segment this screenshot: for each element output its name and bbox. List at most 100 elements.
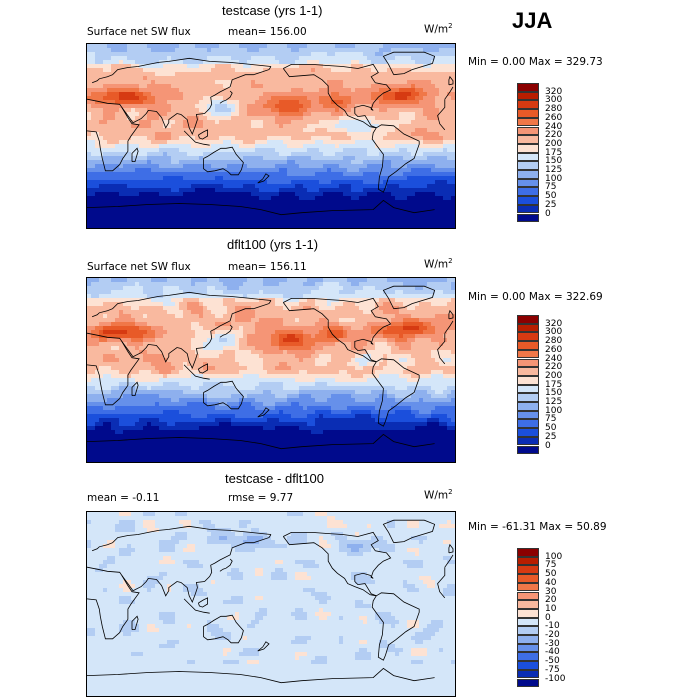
field-cell (187, 88, 192, 93)
field-cell (247, 52, 252, 57)
field-cell (139, 120, 144, 125)
field-cell (407, 160, 412, 165)
field-cell (423, 160, 428, 165)
field-cell (323, 120, 328, 125)
field-cell (359, 286, 364, 291)
field-cell (403, 188, 408, 193)
field-cell (311, 220, 316, 225)
field-cell (183, 152, 188, 157)
field-cell (415, 144, 420, 149)
field-cell (259, 76, 264, 81)
field-cell (275, 278, 280, 283)
field-cell (179, 128, 184, 133)
field-cell (411, 156, 416, 161)
field-cell (147, 52, 152, 57)
field-cell (355, 96, 360, 101)
field-cell (167, 168, 172, 173)
field-cell (103, 44, 108, 49)
field-cell (99, 116, 104, 121)
field-cell (379, 84, 384, 89)
field-cell (435, 216, 440, 221)
field-cell (87, 48, 92, 53)
field-cell (323, 196, 328, 201)
field-cell (375, 64, 380, 69)
field-cell (331, 48, 336, 53)
field-cell (131, 80, 136, 85)
field-cell (347, 148, 352, 153)
field-cell (191, 52, 196, 57)
field-cell (331, 212, 336, 217)
field-cell (155, 128, 160, 133)
field-cell (351, 212, 356, 217)
field-cell (367, 184, 372, 189)
field-cell (175, 302, 180, 307)
field-cell (227, 282, 232, 287)
field-cell (423, 180, 428, 185)
field-cell (247, 128, 252, 133)
field-cell (331, 156, 336, 161)
field-cell (191, 120, 196, 125)
field-cell (271, 116, 276, 121)
field-cell (135, 180, 140, 185)
field-cell (207, 192, 212, 197)
field-cell (371, 88, 376, 93)
field-cell (411, 216, 416, 221)
field-cell (387, 224, 392, 228)
field-cell (179, 306, 184, 311)
field-cell (423, 144, 428, 149)
field-cell (343, 200, 348, 205)
field-cell (175, 164, 180, 169)
field-cell (379, 208, 384, 213)
field-cell (239, 144, 244, 149)
field-cell (375, 184, 380, 189)
field-cell (339, 88, 344, 93)
field-cell (319, 112, 324, 117)
field-cell (179, 184, 184, 189)
field-cell (135, 124, 140, 129)
field-cell (291, 116, 296, 121)
field-cell (407, 92, 412, 97)
field-cell (259, 152, 264, 157)
field-cell (319, 64, 324, 69)
field-cell (151, 72, 156, 77)
field-cell (323, 302, 328, 307)
field-cell (315, 48, 320, 53)
field-cell (331, 108, 336, 113)
field-cell (391, 44, 396, 49)
field-cell (383, 136, 388, 141)
field-cell (371, 298, 376, 303)
field-cell (431, 112, 436, 117)
colorbar-level-label: 300 (545, 95, 563, 106)
field-cell (367, 48, 372, 53)
field-cell (359, 192, 364, 197)
field-cell (363, 96, 368, 101)
field-cell (287, 156, 292, 161)
field-cell (315, 306, 320, 311)
field-cell (115, 212, 120, 217)
field-cell (447, 180, 452, 185)
field-cell (127, 286, 132, 291)
field-cell (355, 192, 360, 197)
field-cell (255, 188, 260, 193)
field-cell (255, 302, 260, 307)
field-cell (395, 160, 400, 165)
field-cell (275, 124, 280, 129)
field-cell (303, 286, 308, 291)
field-cell (371, 164, 376, 169)
field-cell (183, 184, 188, 189)
field-cell (279, 124, 284, 129)
field-cell (215, 44, 220, 49)
field-cell (147, 104, 152, 109)
field-cell (155, 72, 160, 77)
field-cell (443, 196, 448, 201)
field-cell (227, 44, 232, 49)
field-cell (167, 136, 172, 141)
field-cell (123, 286, 128, 291)
field-cell (443, 200, 448, 205)
field-cell (427, 108, 432, 113)
field-cell (311, 128, 316, 133)
field-cell (403, 216, 408, 221)
field-cell (223, 52, 228, 57)
field-cell (355, 204, 360, 209)
field-cell (291, 76, 296, 81)
